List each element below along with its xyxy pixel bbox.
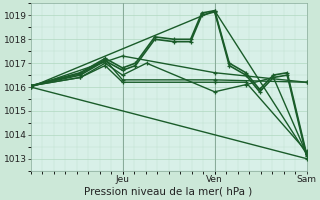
X-axis label: Pression niveau de la mer( hPa ): Pression niveau de la mer( hPa ) bbox=[84, 187, 253, 197]
